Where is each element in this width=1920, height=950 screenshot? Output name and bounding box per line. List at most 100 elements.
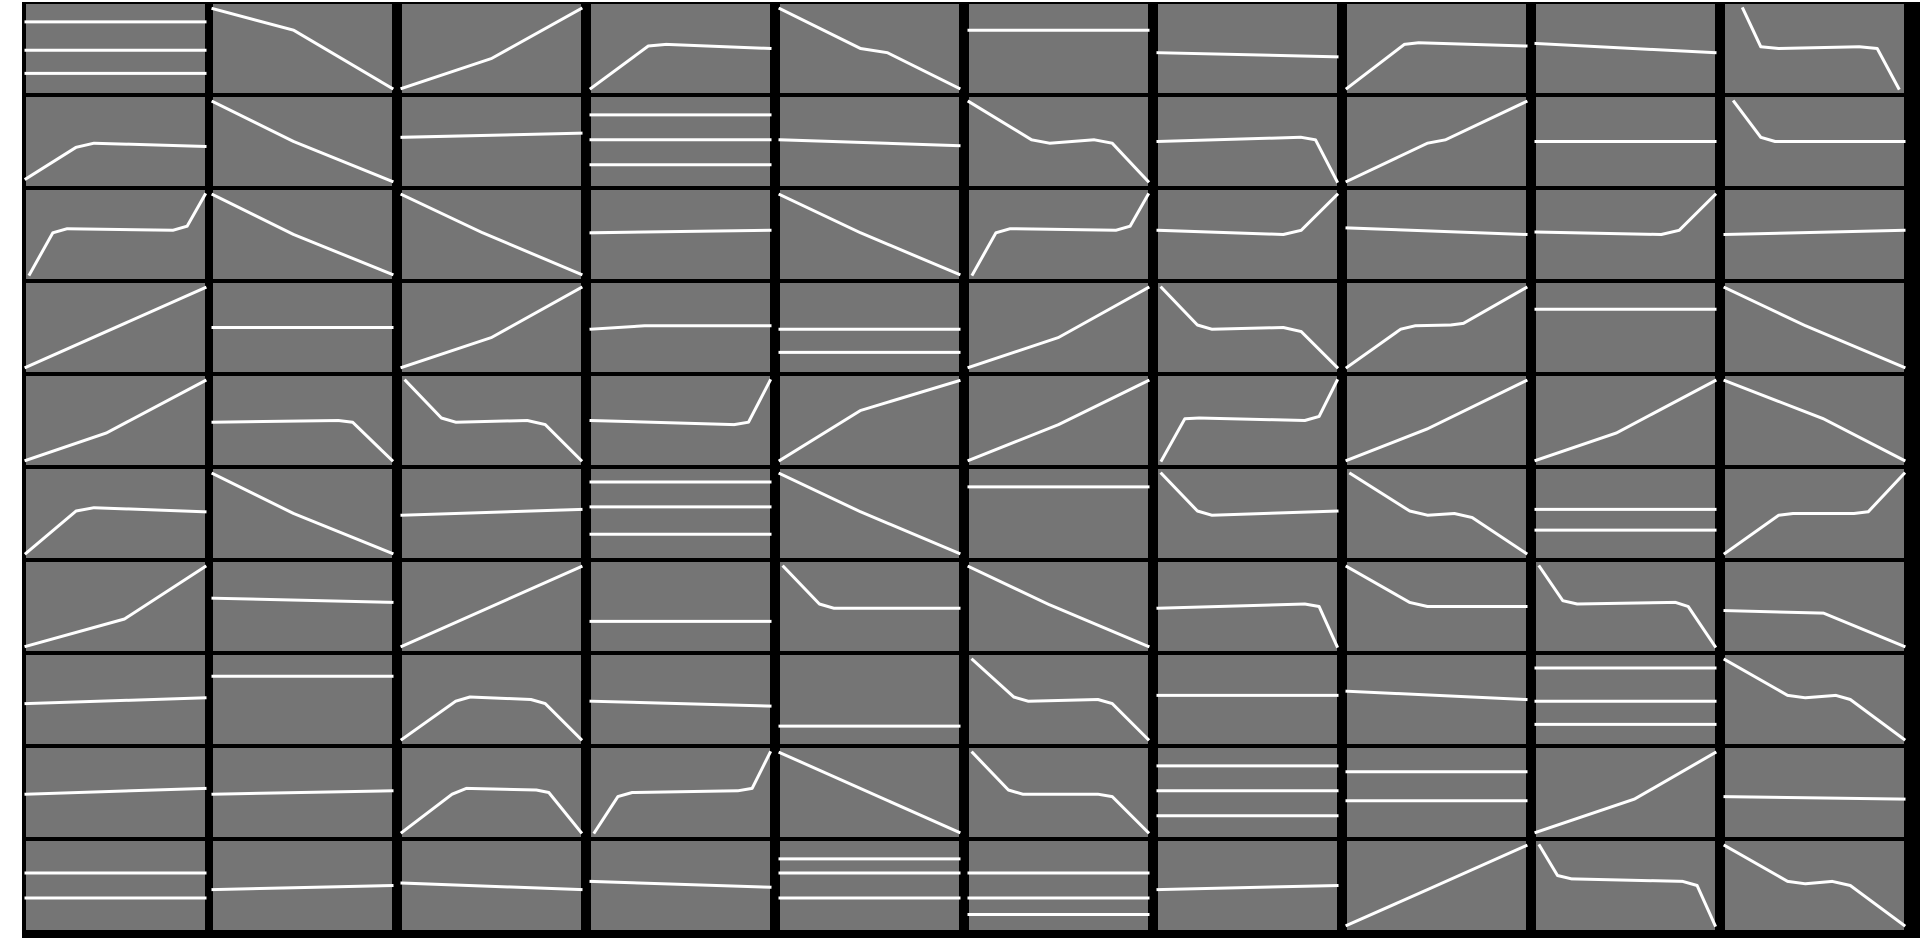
- thumbnail-line: [23, 141, 207, 181]
- thumbnail-line: [1722, 843, 1907, 928]
- thumbnail-tile: [1722, 841, 1907, 930]
- thumbnail-tile: [24, 655, 207, 744]
- thumbnail-line: [1159, 471, 1339, 517]
- thumbnail-tile: [24, 841, 207, 930]
- thumbnail-tile: [589, 190, 772, 279]
- thumbnail-background: [780, 283, 959, 372]
- thumbnail-line: [211, 883, 394, 892]
- thumbnail-line: [1534, 192, 1718, 236]
- thumbnail-line: [592, 750, 773, 835]
- thumbnail-tile: [1725, 4, 1904, 93]
- thumbnail-tile: [1156, 841, 1339, 930]
- thumbnail-tile: [967, 283, 1151, 372]
- thumbnail-tile: [399, 748, 584, 837]
- thumbnail-tile: [210, 190, 394, 279]
- thumbnail-background: [402, 190, 581, 279]
- thumbnail-tile: [1345, 190, 1528, 279]
- thumbnail-tile: [1723, 190, 1906, 279]
- thumbnail-line: [400, 564, 583, 649]
- thumbnail-background: [780, 469, 959, 558]
- thumbnail-background: [1347, 283, 1526, 372]
- thumbnail-tile: [589, 841, 772, 930]
- thumbnail-background: [969, 4, 1148, 93]
- thumbnail-line: [210, 471, 394, 556]
- thumbnail-background: [780, 562, 959, 651]
- thumbnail-background: [213, 97, 392, 186]
- thumbnail-tile: [589, 376, 773, 465]
- thumbnail-line: [1344, 564, 1528, 608]
- thumbnail-line: [1345, 843, 1528, 928]
- thumbnail-line: [1723, 609, 1906, 649]
- thumbnail-tile: [400, 97, 583, 186]
- thumbnail-tile: [777, 376, 961, 465]
- thumbnail-background: [213, 4, 392, 93]
- thumbnail-line: [400, 192, 583, 277]
- thumbnail-line: [23, 506, 207, 556]
- thumbnail-tile: [780, 562, 961, 651]
- thumbnail-tile: [1156, 748, 1339, 837]
- thumbnail-background: [1347, 4, 1526, 93]
- thumbnail-line: [211, 596, 394, 604]
- thumbnail-tile: [1722, 655, 1907, 744]
- thumbnail-background: [1725, 748, 1904, 837]
- thumbnail-tile: [1534, 376, 1718, 465]
- thumbnail-tile: [778, 655, 961, 744]
- thumbnail-background: [969, 376, 1148, 465]
- thumbnail-line: [589, 879, 772, 889]
- thumbnail-tile: [1345, 655, 1528, 744]
- thumbnail-line: [589, 699, 772, 708]
- thumbnail-line: [210, 192, 394, 277]
- thumbnail-tile: [211, 562, 394, 651]
- thumbnail-background: [969, 190, 1148, 279]
- thumbnail-tile: [211, 748, 394, 837]
- thumbnail-line: [1159, 378, 1340, 463]
- thumbnail-tile: [400, 190, 583, 279]
- thumbnail-line: [1534, 41, 1717, 55]
- thumbnail-tile: [23, 469, 207, 558]
- thumbnail-tile: [24, 376, 208, 465]
- thumbnail-line: [1740, 6, 1901, 91]
- thumbnail-tile: [589, 469, 772, 558]
- thumbnail-tile: [1345, 97, 1528, 186]
- thumbnail-background: [1347, 376, 1526, 465]
- thumbnail-line: [1722, 657, 1907, 742]
- thumbnail-line: [967, 564, 1150, 649]
- thumbnail-background: [402, 97, 581, 186]
- thumbnail-line: [589, 324, 772, 331]
- thumbnail-background: [591, 655, 770, 744]
- thumbnail-tile: [777, 4, 962, 93]
- thumbnail-grid: [22, 2, 1920, 938]
- thumbnail-tile: [211, 4, 395, 93]
- thumbnail-line: [1723, 285, 1906, 370]
- thumbnail-background: [402, 748, 581, 837]
- thumbnail-line: [24, 696, 207, 706]
- thumbnail-tile: [1536, 562, 1718, 651]
- thumbnail-tile: [591, 748, 773, 837]
- thumbnail-tile: [210, 97, 394, 186]
- thumbnail-background: [969, 841, 1148, 930]
- thumbnail-tile: [778, 190, 961, 279]
- thumbnail-line: [589, 378, 773, 427]
- thumbnail-tile: [1534, 97, 1717, 186]
- thumbnail-background: [969, 469, 1148, 558]
- thumbnail-line: [778, 471, 961, 556]
- thumbnail-tile: [1534, 655, 1717, 744]
- thumbnail-tile: [966, 97, 1151, 186]
- thumbnail-line: [1537, 843, 1717, 928]
- thumbnail-tile: [588, 4, 772, 93]
- thumbnail-tile: [211, 283, 394, 372]
- thumbnail-tile: [24, 283, 207, 372]
- thumbnail-tile: [1158, 283, 1340, 372]
- thumbnail-background: [969, 562, 1148, 651]
- thumbnail-tile: [211, 655, 394, 744]
- thumbnail-tile: [400, 841, 583, 930]
- thumbnail-line: [1723, 378, 1907, 463]
- thumbnail-line: [778, 192, 961, 277]
- thumbnail-line: [1344, 41, 1528, 91]
- thumbnail-line: [403, 378, 584, 463]
- thumbnail-line: [970, 750, 1151, 835]
- thumbnail-background: [26, 469, 205, 558]
- thumbnail-tile: [24, 562, 208, 651]
- thumbnail-background: [1347, 748, 1526, 837]
- thumbnail-tile: [24, 4, 207, 93]
